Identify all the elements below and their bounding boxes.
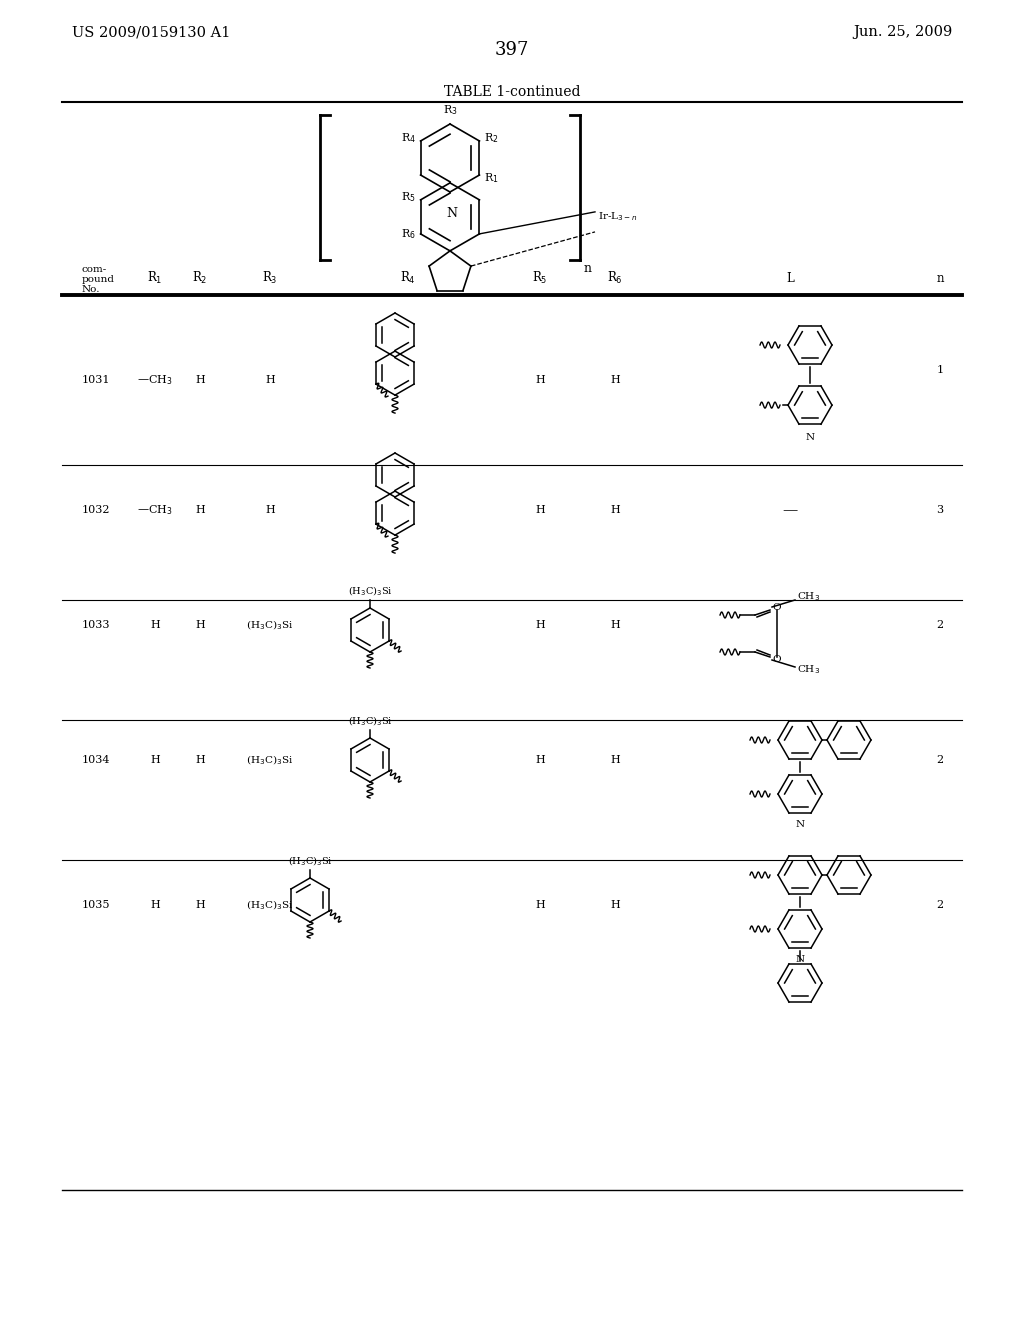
Text: H: H <box>196 506 205 515</box>
Text: R$_2$: R$_2$ <box>193 271 208 286</box>
Text: TABLE 1-continued: TABLE 1-continued <box>443 84 581 99</box>
Text: H: H <box>196 900 205 909</box>
Text: 1035: 1035 <box>82 900 111 909</box>
Text: 1033: 1033 <box>82 620 111 630</box>
Text: 3: 3 <box>936 506 943 515</box>
Text: (H$_3$C)$_3$Si: (H$_3$C)$_3$Si <box>348 585 392 598</box>
Text: n: n <box>584 261 592 275</box>
Text: —CH$_3$: —CH$_3$ <box>137 503 173 517</box>
Text: 2: 2 <box>936 755 943 766</box>
Text: (H$_3$C)$_3$Si: (H$_3$C)$_3$Si <box>247 898 294 912</box>
Text: H: H <box>536 375 545 385</box>
Text: H: H <box>610 375 620 385</box>
Text: 1034: 1034 <box>82 755 111 766</box>
Text: N: N <box>796 954 805 964</box>
Text: 2: 2 <box>936 620 943 630</box>
Text: N: N <box>796 820 805 829</box>
Text: No.: No. <box>82 285 100 294</box>
Text: com-: com- <box>82 265 108 275</box>
Text: R$_6$: R$_6$ <box>400 227 416 240</box>
Text: R$_3$: R$_3$ <box>262 271 278 286</box>
Text: —CH$_3$: —CH$_3$ <box>137 374 173 387</box>
Text: H: H <box>151 755 160 766</box>
Text: R$_3$: R$_3$ <box>442 103 458 117</box>
Text: 1031: 1031 <box>82 375 111 385</box>
Text: 2: 2 <box>936 900 943 909</box>
Text: pound: pound <box>82 276 115 285</box>
Text: 1: 1 <box>936 366 943 375</box>
Text: —: — <box>782 503 798 517</box>
Text: R$_6$: R$_6$ <box>607 271 623 286</box>
Text: R$_4$: R$_4$ <box>400 131 416 145</box>
Text: n: n <box>936 272 944 285</box>
Text: (H$_3$C)$_3$Si: (H$_3$C)$_3$Si <box>288 854 333 869</box>
Text: H: H <box>151 900 160 909</box>
Text: H: H <box>536 755 545 766</box>
Text: O: O <box>772 602 780 611</box>
Text: (H$_3$C)$_3$Si: (H$_3$C)$_3$Si <box>348 714 392 729</box>
Text: H: H <box>536 620 545 630</box>
Text: H: H <box>151 620 160 630</box>
Text: CH$_3$: CH$_3$ <box>797 664 820 676</box>
Text: 1032: 1032 <box>82 506 111 515</box>
Text: H: H <box>196 620 205 630</box>
Text: H: H <box>196 755 205 766</box>
Text: N: N <box>806 433 814 442</box>
Text: (H$_3$C)$_3$Si: (H$_3$C)$_3$Si <box>247 754 294 767</box>
Text: Jun. 25, 2009: Jun. 25, 2009 <box>853 25 952 40</box>
Text: H: H <box>610 620 620 630</box>
Text: 397: 397 <box>495 41 529 59</box>
Text: H: H <box>265 375 274 385</box>
Text: L: L <box>786 272 794 285</box>
Text: CH$_3$: CH$_3$ <box>797 590 820 603</box>
Text: O: O <box>772 656 780 664</box>
Text: N: N <box>446 207 458 220</box>
Text: Ir-L$_{3-n}$: Ir-L$_{3-n}$ <box>598 210 637 223</box>
Text: H: H <box>265 506 274 515</box>
Text: H: H <box>610 755 620 766</box>
Text: R$_4$: R$_4$ <box>400 271 416 286</box>
Text: H: H <box>536 506 545 515</box>
Text: R$_5$: R$_5$ <box>532 271 548 286</box>
Text: H: H <box>610 900 620 909</box>
Text: (H$_3$C)$_3$Si: (H$_3$C)$_3$Si <box>247 618 294 632</box>
Text: R$_1$: R$_1$ <box>484 172 499 185</box>
Text: R$_5$: R$_5$ <box>400 190 416 203</box>
Text: R$_1$: R$_1$ <box>147 271 163 286</box>
Text: H: H <box>196 375 205 385</box>
Text: H: H <box>536 900 545 909</box>
Text: R$_2$: R$_2$ <box>484 131 499 145</box>
Text: US 2009/0159130 A1: US 2009/0159130 A1 <box>72 25 230 40</box>
Text: H: H <box>610 506 620 515</box>
